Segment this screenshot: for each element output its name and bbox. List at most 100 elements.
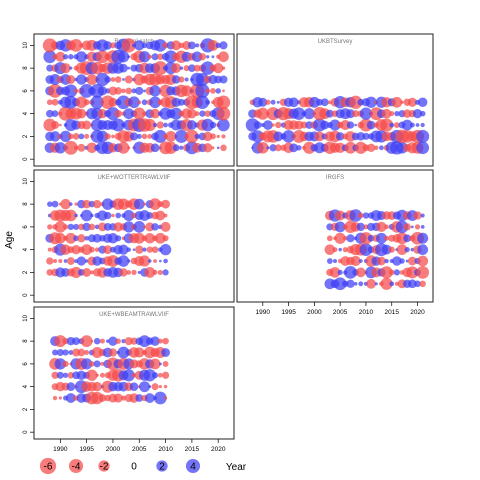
residual-bubble [163,384,168,389]
panel-4: IRGFS 1990 1995 2000 2005 2010 2015 2020 [236,169,434,316]
panel-title: UKE+WOTTERTRAWLVIIF [97,175,170,181]
residual-bubble [154,232,166,244]
residual-bubble [276,100,280,104]
residual-bubble [405,259,409,263]
residual-bubble [324,244,336,255]
residual-bubble [153,61,168,76]
y-tick-label: 2 [23,134,29,138]
residual-bubble [141,133,148,140]
residual-bubble [380,277,393,290]
residual-bubble [117,346,130,359]
residual-bubble [146,212,154,219]
residual-bubble [273,131,284,142]
residual-bubble [344,141,357,154]
residual-bubble [178,76,185,83]
residual-bubble [150,336,160,346]
residual-bubble [142,247,147,252]
residual-bubble [126,247,132,252]
residual-bubble [153,391,167,405]
residual-bubble [60,63,71,74]
residual-bubble [393,269,401,276]
residual-bubble [358,259,363,263]
residual-bubble [62,372,69,378]
residual-bubble [67,371,75,379]
residual-bubble [202,143,213,153]
residual-bubble [420,213,425,218]
residual-bubble [136,133,142,139]
residual-bubble [133,232,145,244]
residual-bubble [381,244,392,255]
residual-bubble [95,72,110,87]
residual-bubble [393,122,400,128]
residual-bubble [93,199,102,209]
residual-bubble [69,202,73,206]
residual-bubble [117,255,130,267]
residual-bubble [152,122,158,128]
x-tick-label: 2000 [307,309,322,316]
y-tick-label: 6 [23,362,29,366]
residual-bubble [209,121,217,129]
residual-bubble [72,337,81,346]
residual-bubble [129,132,139,141]
residual-bubble [58,123,62,127]
residual-bubble [201,118,214,132]
residual-bubble [395,220,409,234]
residual-bubble [76,256,86,266]
legend-label: 2 [159,462,165,473]
residual-bubble [335,210,346,221]
residual-bubble [417,244,429,256]
residual-bubble [90,339,94,343]
x-tick-label: 2010 [359,309,374,316]
residual-bubble [271,123,275,127]
residual-bubble [132,248,136,251]
residual-bubble [92,256,102,266]
y-tick-label: 6 [23,225,29,229]
residual-bubble [384,224,389,230]
residual-bubble [93,360,101,368]
residual-bubble [149,85,161,97]
residual-bubble [43,50,57,64]
residual-bubble [407,256,417,266]
residual-bubble [63,259,68,263]
residual-bubble [103,41,112,50]
residual-bubble [70,266,82,278]
residual-bubble [346,234,355,243]
residual-bubble [65,232,77,244]
residual-bubble [363,224,369,230]
residual-bubble [111,118,125,132]
residual-bubble [177,98,185,106]
y-tick-label: 10 [23,177,29,184]
residual-bubble [123,221,135,233]
residual-bubble [155,210,166,221]
residual-bubble [163,122,168,128]
residual-bubble [49,131,61,142]
y-axis-label: Age [4,231,15,249]
residual-bubble [141,99,148,106]
residual-bubble [115,338,121,344]
residual-bubble [143,202,147,206]
residual-bubble [380,266,393,279]
residual-bubble [51,121,60,130]
residual-bubble [338,247,342,252]
residual-bubble [211,55,215,59]
residual-bubble [127,55,131,59]
residual-bubble [92,233,102,243]
y-tick-label: 8 [23,202,29,206]
x-tick-label: 1995 [281,309,296,316]
residual-bubble [54,232,66,244]
panel-title: IRGFS [326,175,344,181]
residual-bubble [406,266,419,279]
residual-bubble [153,259,157,263]
residual-bubble [337,269,343,276]
residual-bubble [414,280,421,288]
residual-bubble [416,266,430,279]
residual-bubble [138,255,151,267]
residual-bubble [81,244,93,256]
residual-bubble [51,110,59,118]
residual-bubble [389,281,395,287]
residual-bubble [97,86,108,96]
residual-bubble [98,394,107,402]
residual-bubble [135,245,144,254]
residual-bubble [129,359,139,369]
residual-bubble [101,198,114,210]
